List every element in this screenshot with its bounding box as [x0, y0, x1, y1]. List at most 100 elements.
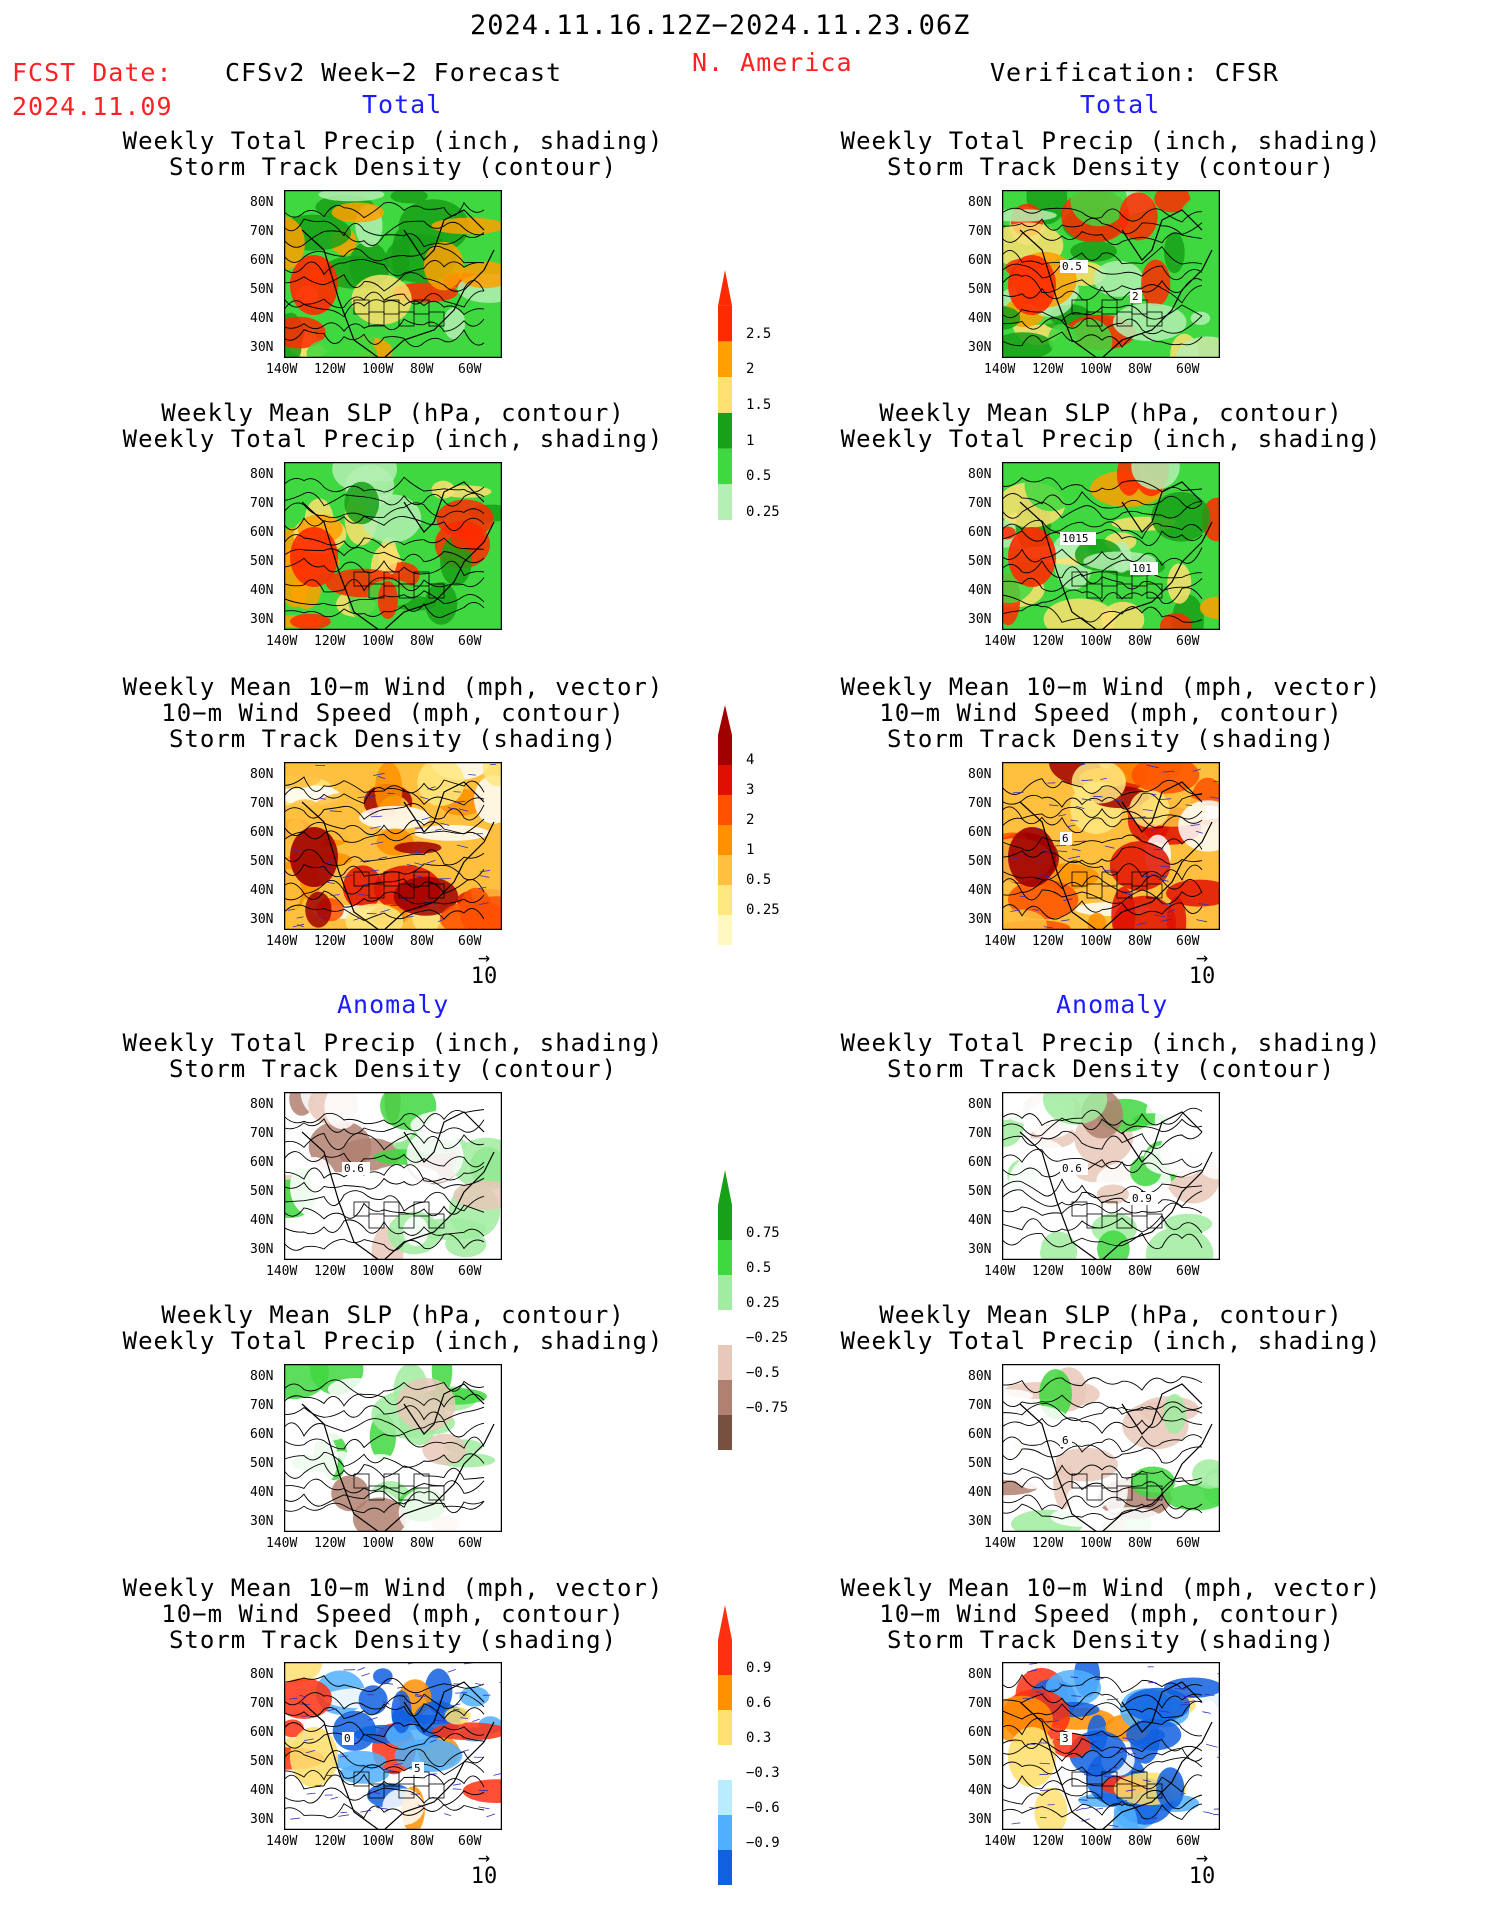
contour-line — [1001, 1394, 1203, 1411]
map-frame — [1001, 461, 1221, 631]
lon-tick-label: 100W — [362, 634, 394, 649]
arrow-icon: → — [477, 1845, 491, 1869]
shading-blob — [396, 1378, 456, 1432]
wind-vector — [1162, 770, 1175, 773]
contour-line — [1001, 846, 1203, 865]
contour-label-bg — [1060, 1434, 1072, 1447]
map-frame — [283, 461, 503, 631]
shading-blob — [374, 761, 403, 818]
wind-vector — [1158, 878, 1169, 882]
contour-line — [1001, 1434, 1203, 1453]
lat-tick-label: 60N — [250, 1725, 274, 1740]
state-boundary — [383, 1771, 400, 1787]
verification-column-title: Verification: CFSR — [990, 58, 1279, 87]
wind-vector — [1150, 829, 1158, 831]
wind-vector — [468, 774, 476, 776]
contour-line — [283, 904, 485, 921]
panel-title: Weekly Mean 10−m Wind (mph, vector) 10−m … — [104, 674, 682, 752]
vector-reference-value: 10 — [1188, 964, 1216, 989]
contour-line — [283, 1433, 485, 1450]
wind-vector — [289, 1697, 298, 1700]
wind-vector — [357, 796, 368, 799]
wind-vector — [381, 1682, 394, 1685]
wind-vector — [370, 869, 379, 872]
panel-title-line: Weekly Total Precip (inch, shading) — [840, 425, 1382, 453]
lon-tick-label: 100W — [1080, 1264, 1112, 1279]
shading-blob — [290, 1727, 338, 1787]
contour-line — [283, 258, 485, 277]
state-boundary — [368, 1213, 385, 1229]
lon-tick-label: 60W — [458, 362, 482, 377]
panel-title: Weekly Mean 10−m Wind (mph, vector) 10−m … — [822, 674, 1400, 752]
wind-vector — [421, 816, 431, 821]
lat-tick-label: 80N — [968, 1097, 992, 1112]
shading-blob — [312, 1222, 329, 1251]
lon-tick-label: 80W — [1128, 1536, 1152, 1551]
state-boundary — [1071, 299, 1088, 315]
shading-blob — [456, 1488, 499, 1537]
wind-vector — [401, 1694, 408, 1698]
wind-vector — [1160, 798, 1172, 800]
wind-vector — [1155, 875, 1168, 879]
wind-vector — [1154, 914, 1166, 918]
wind-vector — [454, 800, 466, 803]
lon-tick-label: 120W — [1032, 1536, 1064, 1551]
lat-tick-label: 60N — [968, 1427, 992, 1442]
lat-tick-label: 40N — [250, 1485, 274, 1500]
wind-vector — [360, 883, 370, 887]
lat-tick-label: 40N — [968, 1783, 992, 1798]
lat-tick-label: 50N — [968, 282, 992, 297]
contour-line — [1001, 246, 1203, 265]
lon-tick-label: 60W — [1176, 1834, 1200, 1849]
colorbar-label: −0.9 — [746, 1834, 780, 1851]
coastline — [301, 1681, 495, 1831]
map-panel: 0.6 0.9 — [985, 1073, 1240, 1283]
wind-vector — [1071, 848, 1081, 852]
panel-title-line: Weekly Mean SLP (hPa, contour) — [879, 1301, 1343, 1329]
colorbar-segment — [718, 1345, 732, 1380]
panel-title-line: Weekly Mean SLP (hPa, contour) — [879, 399, 1343, 427]
wind-vector — [366, 912, 377, 915]
wind-vector — [329, 810, 342, 813]
state-boundary — [1146, 583, 1163, 599]
wind-vector — [358, 893, 371, 897]
contour-line — [1001, 1417, 1203, 1434]
colorbar-segment — [718, 1675, 732, 1710]
lon-tick-label: 100W — [362, 362, 394, 377]
wind-vector — [478, 886, 487, 889]
wind-vector — [385, 1769, 397, 1773]
forecast-column-title: CFSv2 Week−2 Forecast — [225, 58, 563, 87]
shading-blob — [1165, 1483, 1227, 1511]
contour-label: 6 — [1062, 1434, 1069, 1447]
state-boundary — [413, 871, 430, 887]
contour-line — [1001, 1737, 1203, 1754]
state-boundary — [1116, 883, 1133, 899]
contour-line — [1001, 284, 1203, 304]
lon-tick-label: 80W — [1128, 362, 1152, 377]
contour-line — [1001, 1743, 1203, 1762]
wind-vector — [1038, 874, 1051, 878]
lon-tick-label: 80W — [1128, 1834, 1152, 1849]
contour-line — [1001, 1700, 1203, 1721]
panel-title-line: Storm Track Density (contour) — [168, 1055, 618, 1083]
map-frame — [1001, 761, 1221, 931]
lat-tick-label: 50N — [968, 1456, 992, 1471]
wind-vector — [374, 1726, 384, 1729]
colorbar-segment — [718, 484, 732, 520]
wind-vector — [440, 822, 450, 826]
state-boundary — [1131, 871, 1148, 887]
contour-line — [1001, 559, 1203, 579]
colorbar-segment — [718, 1240, 732, 1275]
lat-tick-label: 30N — [968, 340, 992, 355]
state-boundary — [1086, 311, 1103, 327]
map-panel — [266, 445, 514, 634]
wind-vector — [1122, 892, 1132, 896]
wind-vector — [1137, 1720, 1144, 1724]
state-boundary — [383, 1473, 400, 1489]
lon-tick-label: 120W — [314, 934, 346, 949]
wind-vector — [1103, 1776, 1116, 1778]
contour-line — [283, 1761, 485, 1781]
shading-blob — [1067, 1483, 1111, 1511]
contour-line — [1001, 1803, 1203, 1821]
map-frame — [1001, 1661, 1221, 1831]
